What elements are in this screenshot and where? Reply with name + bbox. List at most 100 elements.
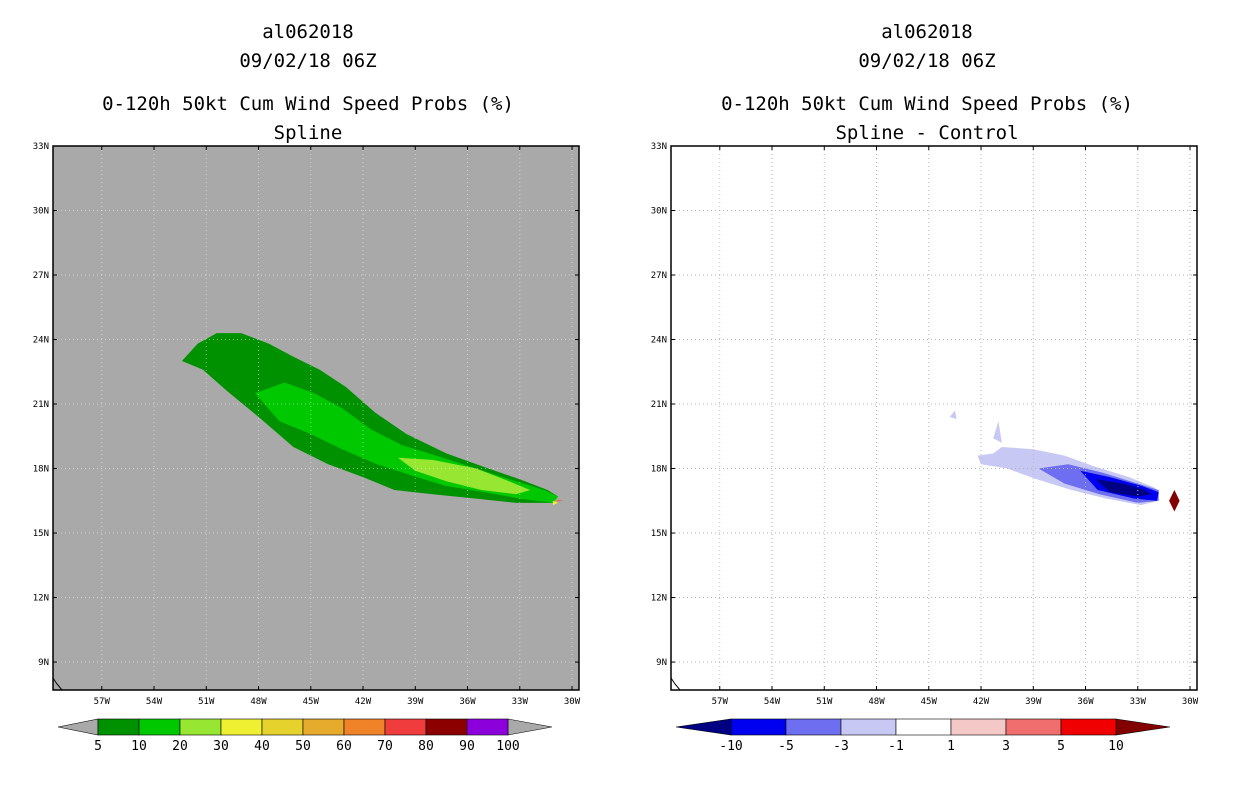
- map-area: [671, 146, 1197, 690]
- colorbar-box-90-100: [466, 718, 509, 736]
- colorbar-label-1: 1: [947, 739, 955, 754]
- x-tick-label-42W: 42W: [355, 697, 372, 707]
- colorbar-label-40: 40: [254, 739, 270, 754]
- title-line-3: 0-120h 50kt Cum Wind Speed Probs (%): [721, 93, 1133, 115]
- colorbar-box-10-20: [138, 718, 181, 736]
- title-line-4: Spline: [274, 122, 343, 144]
- x-tick-label-51W: 51W: [198, 697, 215, 707]
- map-frame: [52, 145, 580, 691]
- colorbar-box-0: [730, 718, 787, 736]
- coastline: [671, 677, 681, 690]
- x-tick-label-36W: 36W: [1077, 697, 1094, 707]
- colorbar-box-1: [785, 718, 842, 736]
- colorbar-box-80-90: [425, 718, 468, 736]
- title-line-4: Spline - Control: [835, 122, 1018, 144]
- colorbar-box-2: [840, 718, 897, 736]
- y-tick-label-12N: 12N: [651, 594, 667, 604]
- y-tick-label-15N: 15N: [651, 529, 667, 539]
- colorbar-box-6: [1060, 718, 1117, 736]
- colorbar-label-5: 5: [1057, 739, 1065, 754]
- x-tick-label-30W: 30W: [1182, 697, 1199, 707]
- colorbar-label-10: 10: [131, 739, 147, 754]
- x-tick-label-45W: 45W: [921, 697, 938, 707]
- colorbar-label-30: 30: [213, 739, 229, 754]
- title-line-2: 09/02/18 06Z: [239, 50, 376, 72]
- y-tick-label-12N: 12N: [33, 594, 49, 604]
- y-tick-label-27N: 27N: [33, 271, 49, 281]
- map-content: [53, 146, 579, 690]
- colorbar-box-50-60: [302, 718, 345, 736]
- contour-70-5: [558, 500, 564, 502]
- x-tick-label-48W: 48W: [868, 697, 885, 707]
- colorbar-box-60-70: [343, 718, 386, 736]
- contour-5-0: [181, 333, 559, 503]
- contour-neg1-2: [949, 410, 957, 420]
- coastline: [53, 677, 63, 690]
- colorbar-label-70: 70: [377, 739, 393, 754]
- colorbar-box-5-10: [97, 718, 140, 736]
- colorbar-label-60: 60: [336, 739, 352, 754]
- y-tick-label-21N: 21N: [33, 400, 49, 410]
- colorbar-label-3: 3: [1002, 739, 1010, 754]
- x-tick-label-42W: 42W: [973, 697, 990, 707]
- colorbar-box-70-80: [384, 718, 427, 736]
- y-tick-label-9N: 9N: [38, 658, 49, 668]
- title-line-1: al062018: [881, 21, 973, 43]
- x-tick-label-57W: 57W: [94, 697, 111, 707]
- colorbar-box-5: [1005, 718, 1062, 736]
- x-tick-label-57W: 57W: [712, 697, 729, 707]
- x-tick-label-33W: 33W: [512, 697, 529, 707]
- x-tick-label-30W: 30W: [564, 697, 581, 707]
- colorbar-label-90: 90: [459, 739, 475, 754]
- y-tick-label-30N: 30N: [651, 207, 667, 217]
- colorbar-box-4: [950, 718, 1007, 736]
- colorbar-label--3: -3: [833, 739, 849, 754]
- x-tick-label-54W: 54W: [146, 697, 163, 707]
- y-tick-label-33N: 33N: [651, 142, 667, 152]
- colorbar-label-80: 80: [418, 739, 434, 754]
- y-tick-label-24N: 24N: [651, 336, 667, 346]
- y-tick-label-9N: 9N: [656, 658, 667, 668]
- y-tick-label-15N: 15N: [33, 529, 49, 539]
- map-frame: [670, 145, 1198, 691]
- colorbar-box-30-40: [220, 718, 263, 736]
- colorbar-label-5: 5: [94, 739, 102, 754]
- colorbar-label-50: 50: [295, 739, 311, 754]
- y-tick-label-30N: 30N: [33, 207, 49, 217]
- x-tick-label-45W: 45W: [303, 697, 320, 707]
- y-tick-label-21N: 21N: [651, 400, 667, 410]
- x-tick-label-54W: 54W: [764, 697, 781, 707]
- y-tick-label-27N: 27N: [651, 271, 667, 281]
- colorbar-box-20-30: [179, 718, 222, 736]
- x-tick-label-51W: 51W: [816, 697, 833, 707]
- x-tick-label-36W: 36W: [459, 697, 476, 707]
- colorbar: 5 10 20 30 40 50 60 70 80 90 100: [57, 718, 553, 754]
- x-tick-label-39W: 39W: [1025, 697, 1042, 707]
- title-line-2: 09/02/18 06Z: [858, 50, 995, 72]
- colorbar-label-10: 10: [1108, 739, 1124, 754]
- contour-neg10-5: [1096, 479, 1152, 497]
- colorbar: -10 -5 -3 -1 1 3 5 10: [675, 718, 1171, 754]
- colorbar-label-20: 20: [172, 739, 188, 754]
- y-tick-label-18N: 18N: [651, 465, 667, 475]
- contour-10-6: [1169, 490, 1180, 512]
- colorbar-label--5: -5: [778, 739, 794, 754]
- panel-spline: al062018 09/02/18 06Z 0-120h 50kt Cum Wind…: [33, 21, 581, 754]
- contour-20-2: [397, 457, 531, 495]
- y-tick-label-33N: 33N: [33, 142, 49, 152]
- colorbar-box-40-50: [261, 718, 304, 736]
- x-tick-label-48W: 48W: [250, 697, 267, 707]
- title-line-3: 0-120h 50kt Cum Wind Speed Probs (%): [102, 93, 514, 115]
- colorbar-box-3: [895, 718, 952, 736]
- x-tick-label-39W: 39W: [407, 697, 424, 707]
- title-line-1: al062018: [262, 21, 354, 43]
- colorbar-label-100: 100: [496, 739, 519, 754]
- colorbar-label--1: -1: [888, 739, 904, 754]
- colorbar-label--10: -10: [719, 739, 742, 754]
- y-tick-label-18N: 18N: [33, 465, 49, 475]
- contour-30-3: [552, 500, 559, 506]
- y-tick-label-24N: 24N: [33, 336, 49, 346]
- map-content: [671, 146, 1197, 690]
- x-tick-label-33W: 33W: [1130, 697, 1147, 707]
